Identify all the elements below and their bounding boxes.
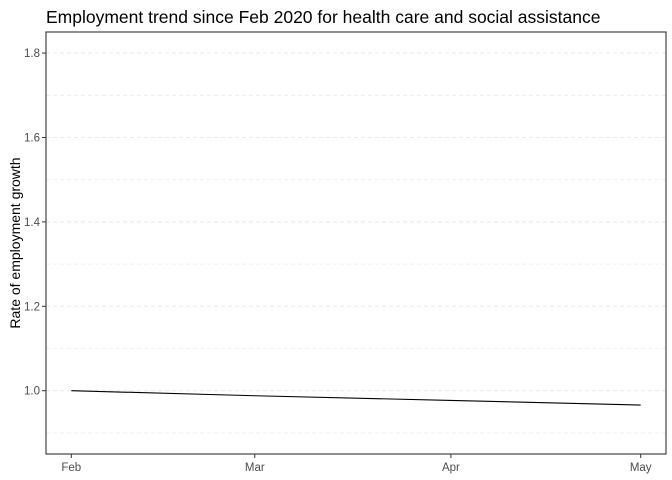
y-axis-title: Rate of employment growth (7, 157, 23, 328)
y-tick-label: 1.4 (24, 217, 41, 229)
x-tick-label: May (630, 462, 652, 474)
y-tick-label: 1.2 (24, 301, 40, 313)
x-tick-label: Mar (245, 462, 265, 474)
series-line (71, 390, 641, 406)
axes: 1.0 1.2 1.4 1.6 1.8 Feb Mar Apr May (24, 48, 652, 474)
series-layer (71, 390, 641, 406)
gridlines (46, 52, 666, 434)
y-tick-label: 1.6 (24, 133, 40, 145)
y-tick-label: 1.0 (24, 386, 40, 398)
x-tick-label: Feb (61, 462, 81, 474)
chart-title: Employment trend since Feb 2020 for heal… (46, 7, 600, 27)
x-tick-label: Apr (442, 462, 460, 474)
y-tick-label: 1.8 (24, 48, 40, 60)
plot-panel-border (45, 31, 667, 455)
